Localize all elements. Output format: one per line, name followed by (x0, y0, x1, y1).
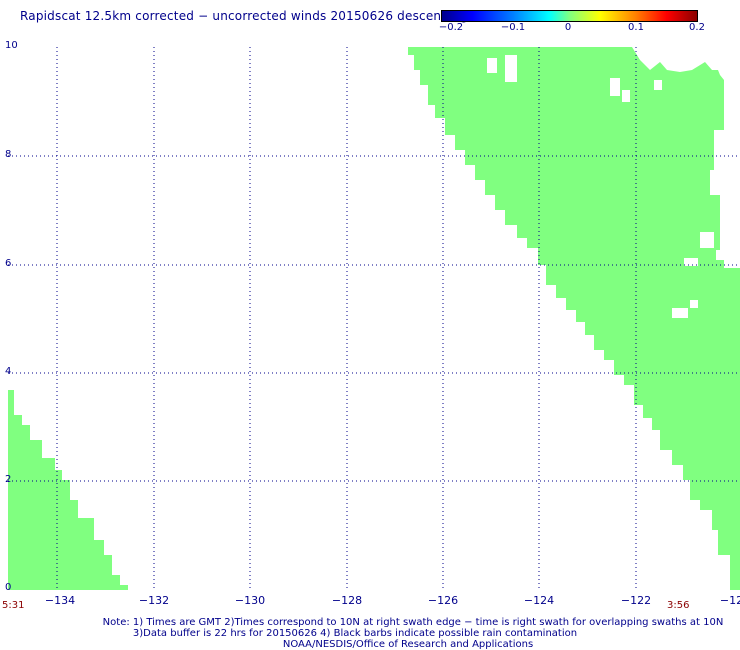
lon-label-124: −124 (523, 594, 555, 607)
swath-gap (487, 58, 497, 73)
swath-gap (672, 308, 688, 318)
lon-label-128: −128 (331, 594, 363, 607)
swath-right (408, 47, 740, 590)
swath-left (8, 390, 128, 590)
colorbar-label-zero: 0 (564, 22, 572, 33)
swath-gap (690, 300, 698, 308)
lat-label-4: 4 (5, 366, 12, 377)
lon-label-130: −130 (234, 594, 266, 607)
time-left: 5:31 (2, 600, 25, 611)
lat-label-6: 6 (5, 258, 12, 269)
time-right: 3:56 (667, 600, 690, 611)
colorbar (441, 10, 698, 22)
lon-label-126: −126 (427, 594, 459, 607)
colorbar-label-pos01: 0.1 (628, 22, 644, 33)
note-line-3: NOAA/NESDIS/Office of Research and Appli… (282, 639, 534, 650)
lon-label-120: −120 (719, 594, 740, 607)
lat-label-0: 0 (5, 582, 12, 593)
swath-gap (700, 232, 714, 248)
lon-label-132: −132 (138, 594, 170, 607)
lon-label-122: −122 (620, 594, 652, 607)
lat-label-10: 10 (5, 40, 18, 51)
grid (8, 47, 740, 590)
swath-gap (622, 90, 630, 102)
swath-gap (505, 55, 517, 82)
lat-label-2: 2 (5, 474, 12, 485)
map-title: Rapidscat 12.5km corrected − uncorrected… (20, 9, 469, 23)
swath-gap (654, 80, 662, 90)
note-line-1: Note: 1) Times are GMT 2)Times correspon… (102, 617, 724, 628)
lon-label-134: −134 (44, 594, 76, 607)
colorbar-label-pos02: 0.2 (689, 22, 705, 33)
lat-label-8: 8 (5, 149, 12, 160)
swath-gap (610, 78, 620, 96)
note-line-2: 3)Data buffer is 22 hrs for 20150626 4) … (132, 628, 578, 639)
colorbar-label-neg02: −0.2 (438, 22, 464, 33)
swath-gap (684, 258, 698, 266)
colorbar-label-neg01: −0.1 (500, 22, 526, 33)
